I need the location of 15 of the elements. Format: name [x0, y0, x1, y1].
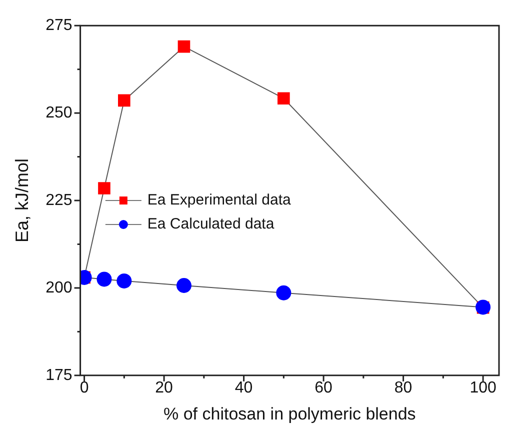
legend-label: Ea Calculated data [147, 216, 275, 233]
x-tick-label: 40 [234, 379, 253, 396]
x-tick-label: 80 [394, 379, 412, 396]
y-tick-label: 250 [46, 104, 72, 122]
x-tick-label: 100 [470, 379, 496, 396]
legend-label: Ea Experimental data [147, 192, 292, 209]
y-tick-label: 275 [46, 17, 72, 34]
x-axis-title: % of chitosan in polymeric blends [164, 404, 416, 424]
y-tick-label: 225 [46, 192, 72, 209]
x-tick-label: 20 [155, 379, 174, 396]
y-tick-label: 175 [46, 366, 72, 384]
x-tick-label: 0 [80, 379, 89, 396]
y-axis-title: Ea, kJ/mol [12, 158, 32, 243]
y-tick-label: 200 [46, 279, 72, 296]
x-tick-label: 60 [314, 379, 333, 396]
